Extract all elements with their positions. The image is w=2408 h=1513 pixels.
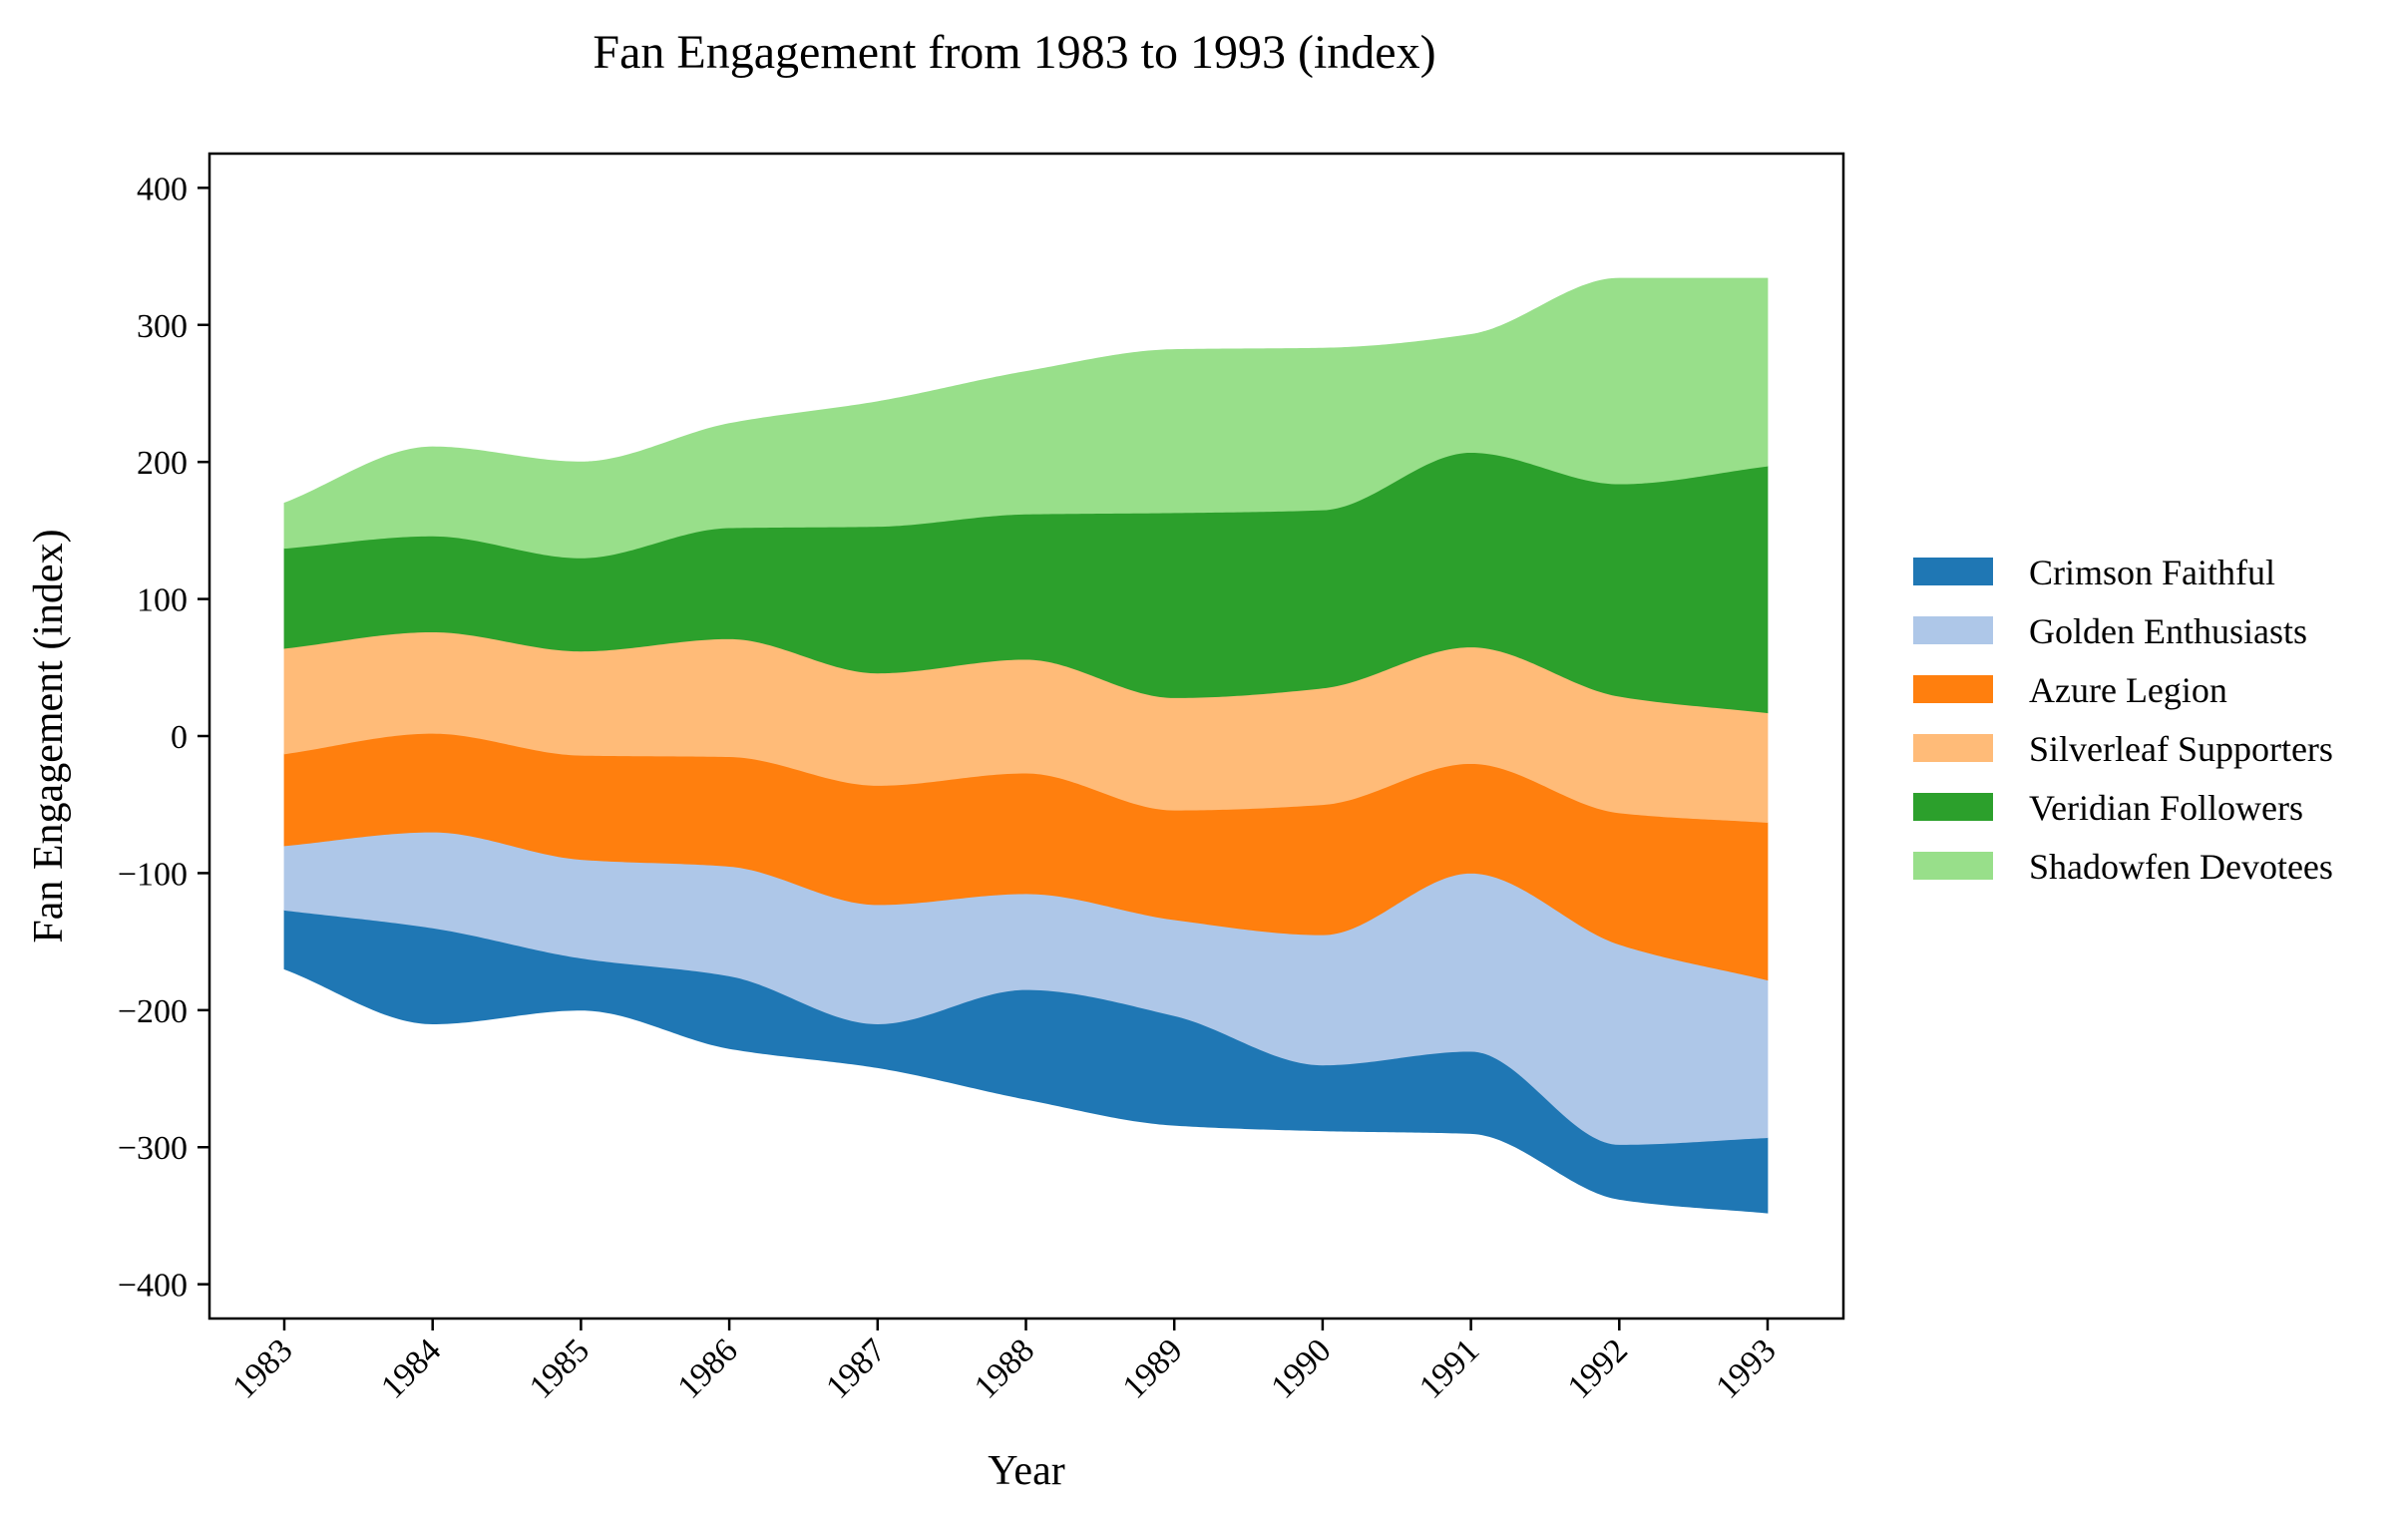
x-tick-label: 1987 <box>819 1331 893 1405</box>
x-tick-label: 1986 <box>671 1331 745 1405</box>
y-tick-label: −400 <box>118 1268 188 1305</box>
x-tick-label: 1985 <box>523 1331 597 1405</box>
legend-label: Shadowfen Devotees <box>2029 847 2333 887</box>
y-tick-label: 400 <box>137 171 188 207</box>
y-tick-label: −100 <box>118 856 188 893</box>
legend-swatch <box>1913 852 1993 880</box>
stream-areas <box>283 277 1769 1214</box>
legend-label: Crimson Faithful <box>2029 553 2275 592</box>
x-tick-label: 1993 <box>1709 1331 1783 1405</box>
y-tick-label: −300 <box>118 1130 188 1167</box>
y-axis: −400 −300 −200 −100 0 100 200 300 400 <box>118 171 209 1305</box>
legend-swatch <box>1913 558 1993 585</box>
legend-swatch <box>1913 793 1993 821</box>
y-axis-title: Fan Engagement (index) <box>26 529 72 943</box>
chart-title: Fan Engagement from 1983 to 1993 (index) <box>593 26 1435 79</box>
legend-swatch <box>1913 616 1993 644</box>
legend-swatch <box>1913 734 1993 762</box>
x-tick-label: 1984 <box>374 1331 448 1405</box>
x-tick-label: 1988 <box>968 1331 1041 1405</box>
legend-label: Azure Legion <box>2029 670 2227 710</box>
x-tick-label: 1983 <box>225 1331 299 1405</box>
y-tick-label: 0 <box>171 719 188 756</box>
area-shadowfen-devotees <box>283 277 1769 559</box>
legend-label: Golden Enthusiasts <box>2029 611 2307 651</box>
x-axis: 1983 1984 1985 1986 1987 1988 1989 1990 1991 1992… <box>225 1319 1784 1406</box>
x-tick-label: 1991 <box>1412 1331 1486 1405</box>
x-tick-label: 1992 <box>1561 1331 1635 1405</box>
x-tick-label: 1989 <box>1116 1331 1190 1405</box>
x-axis-title: Year <box>988 1448 1064 1494</box>
y-tick-label: −200 <box>118 993 188 1030</box>
y-tick-label: 300 <box>137 308 188 345</box>
y-tick-label: 200 <box>137 445 188 482</box>
y-tick-label: 100 <box>137 582 188 619</box>
legend-label: Silverleaf Supporters <box>2029 729 2333 769</box>
legend-label: Veridian Followers <box>2029 788 2303 828</box>
x-tick-label: 1990 <box>1264 1331 1338 1405</box>
legend-swatch <box>1913 675 1993 703</box>
legend: Crimson Faithful Golden Enthusiasts Azure … <box>1913 553 2333 887</box>
